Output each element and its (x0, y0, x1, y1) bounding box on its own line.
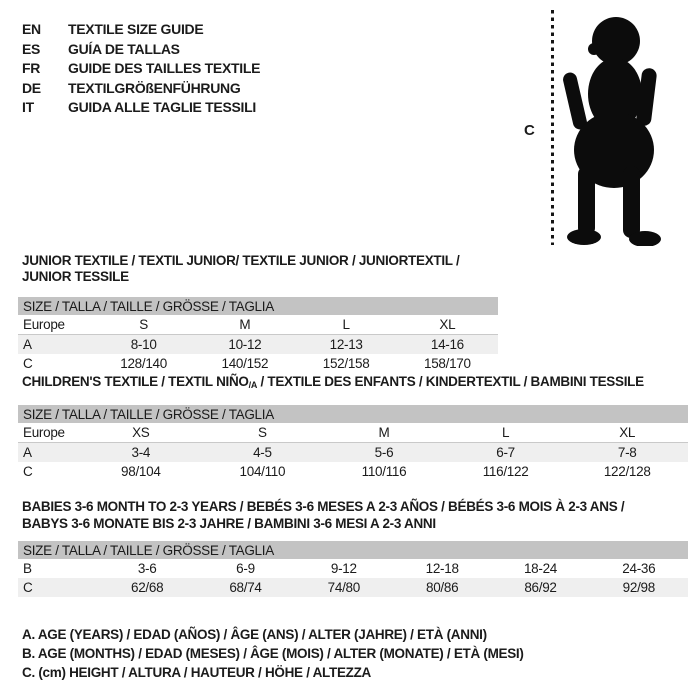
language-row-es: ES GUÍA DE TALLAS (22, 40, 260, 60)
babies-textile-section: BABIES 3-6 MONTH TO 2-3 YEARS / BEBÉS 3-… (18, 498, 688, 597)
table-cell: 98/104 (121, 464, 161, 479)
language-list: EN TEXTILE SIZE GUIDE ES GUÍA DE TALLAS … (22, 20, 260, 118)
table-cell: 122/128 (603, 464, 651, 479)
table-cell: 110/116 (361, 464, 407, 479)
language-row-en: EN TEXTILE SIZE GUIDE (22, 20, 260, 40)
table-cell: 74/80 (294, 578, 393, 597)
junior-size-table: SIZE / TALLA / TAILLE / GRÖSSE / TAGLIA … (18, 297, 498, 373)
table-cell: 68/74 (196, 578, 295, 597)
table-row-europe: Europe S M L XL (18, 315, 498, 335)
size-header-bar: SIZE / TALLA / TAILLE / GRÖSSE / TAGLIA (18, 405, 688, 423)
baby-silhouette-icon (563, 17, 661, 246)
table-cell: 3-4 (80, 442, 202, 462)
table-cell: 158/170 (424, 356, 471, 371)
table-cell: 5-6 (323, 442, 445, 462)
babies-title-line2: BABYS 3-6 MONATE BIS 2-3 JAHRE / BAMBINI… (22, 516, 436, 531)
children-section-title: CHILDREN'S TEXTILE / TEXTIL NIÑO/A / TEX… (22, 374, 688, 393)
table-cell: M (194, 315, 296, 335)
table-cell: S (93, 315, 195, 335)
language-code: DE (22, 79, 41, 96)
table-cell: L (295, 315, 397, 335)
table-cell: 116/122 (482, 464, 529, 479)
children-title-text: / TEXTILE DES ENFANTS / KINDERTEXTIL / B… (257, 374, 644, 389)
row-label: C (23, 356, 33, 371)
table-cell: S (201, 423, 324, 443)
language-code: FR (22, 60, 41, 76)
language-row-it: IT GUIDA ALLE TAGLIE TESSILI (22, 98, 260, 118)
junior-textile-section: JUNIOR TEXTILE / TEXTIL JUNIOR/ TEXTILE … (18, 253, 498, 373)
measurement-legend: A. AGE (YEARS) / EDAD (AÑOS) / ÂGE (ANS)… (22, 625, 524, 682)
language-label: TEXTILE SIZE GUIDE (68, 21, 204, 37)
row-label: A (18, 334, 93, 354)
language-label: GUIDA ALLE TAGLIE TESSILI (68, 99, 256, 115)
table-row-height: C 62/68 68/74 74/80 80/86 86/92 92/98 (18, 578, 688, 597)
table-cell: 7-8 (566, 442, 688, 462)
table-cell: 140/152 (221, 356, 269, 371)
table-cell: 6-7 (444, 442, 567, 462)
table-cell: 80/86 (392, 578, 492, 597)
legend-line-a: A. AGE (YEARS) / EDAD (AÑOS) / ÂGE (ANS)… (22, 627, 487, 642)
children-title-text: CHILDREN'S TEXTILE / TEXTIL NIÑO (22, 374, 249, 389)
table-cell: 152/158 (322, 356, 370, 371)
table-cell: 18-24 (523, 561, 557, 576)
row-label: C (18, 578, 98, 597)
table-cell: 92/98 (589, 578, 688, 597)
language-row-de: DE TEXTILGRÖßENFÜHRUNG (22, 79, 260, 99)
table-cell: XS (80, 423, 202, 443)
junior-section-title: JUNIOR TEXTILE / TEXTIL JUNIOR/ TEXTILE … (22, 253, 460, 284)
table-row-height: C 128/140 140/152 152/158 158/170 (18, 354, 498, 373)
height-measure-label: C (524, 122, 535, 139)
table-cell: 3-6 (137, 561, 157, 576)
row-label: A (18, 442, 80, 462)
size-header-bar: SIZE / TALLA / TAILLE / GRÖSSE / TAGLIA (18, 297, 498, 315)
table-cell: 4-5 (201, 442, 324, 462)
table-cell: 104/110 (239, 464, 286, 479)
table-cell: 86/92 (491, 578, 590, 597)
row-label: C (23, 464, 33, 479)
legend-line-c: C. (cm) HEIGHT / ALTURA / HAUTEUR / HÖHE… (22, 665, 371, 680)
table-row-europe: Europe XS S M L XL (18, 423, 688, 443)
table-cell: 128/140 (120, 356, 167, 371)
table-row-age: A 3-4 4-5 5-6 6-7 7-8 (18, 442, 688, 462)
table-cell: M (323, 423, 445, 443)
language-label: GUIDE DES TAILLES TEXTILE (68, 60, 261, 76)
table-cell: 10-12 (194, 334, 296, 354)
table-cell: XL (566, 423, 688, 443)
babies-size-table: SIZE / TALLA / TAILLE / GRÖSSE / TAGLIA … (18, 541, 688, 597)
babies-title-line1: BABIES 3-6 MONTH TO 2-3 YEARS / BEBÉS 3-… (22, 499, 625, 514)
height-measure-dashed-line (551, 10, 554, 245)
table-cell: L (444, 423, 567, 443)
table-cell: 6-9 (236, 561, 255, 576)
table-cell: 24-36 (622, 561, 656, 576)
table-cell: 12-13 (295, 334, 397, 354)
babies-section-title: BABIES 3-6 MONTH TO 2-3 YEARS / BEBÉS 3-… (22, 498, 688, 532)
table-header-row: SIZE / TALLA / TAILLE / GRÖSSE / TAGLIA (18, 297, 498, 315)
row-label: B (23, 561, 32, 576)
table-cell: 62/68 (98, 578, 197, 597)
table-cell: 9-12 (330, 561, 357, 576)
table-header-row: SIZE / TALLA / TAILLE / GRÖSSE / TAGLIA (18, 541, 688, 559)
row-label: Europe (18, 423, 80, 443)
children-size-table: SIZE / TALLA / TAILLE / GRÖSSE / TAGLIA … (18, 405, 688, 481)
language-label: GUÍA DE TALLAS (68, 40, 180, 57)
children-textile-section: CHILDREN'S TEXTILE / TEXTIL NIÑO/A / TEX… (18, 374, 688, 481)
table-cell: 8-10 (93, 334, 195, 354)
table-row-age: A 8-10 10-12 12-13 14-16 (18, 334, 498, 354)
table-cell: 14-16 (396, 334, 498, 354)
language-code: EN (22, 21, 41, 37)
size-header-bar: SIZE / TALLA / TAILLE / GRÖSSE / TAGLIA (18, 541, 688, 559)
children-title-subscript: /A (248, 380, 258, 390)
table-row-months: B 3-6 6-9 9-12 12-18 18-24 24-36 (18, 559, 688, 578)
table-cell: 12-18 (425, 561, 459, 576)
legend-line-b: B. AGE (MONTHS) / EDAD (MESES) / ÂGE (MO… (22, 646, 524, 661)
language-code: ES (22, 40, 41, 57)
table-header-row: SIZE / TALLA / TAILLE / GRÖSSE / TAGLIA (18, 405, 688, 423)
table-row-height: C 98/104 104/110 110/116 116/122 122/128 (18, 462, 688, 481)
language-row-fr: FR GUIDE DES TAILLES TEXTILE (22, 59, 260, 79)
table-cell: XL (396, 315, 498, 335)
language-label: TEXTILGRÖßENFÜHRUNG (68, 79, 241, 96)
language-code: IT (22, 99, 34, 115)
row-label: Europe (18, 315, 93, 335)
